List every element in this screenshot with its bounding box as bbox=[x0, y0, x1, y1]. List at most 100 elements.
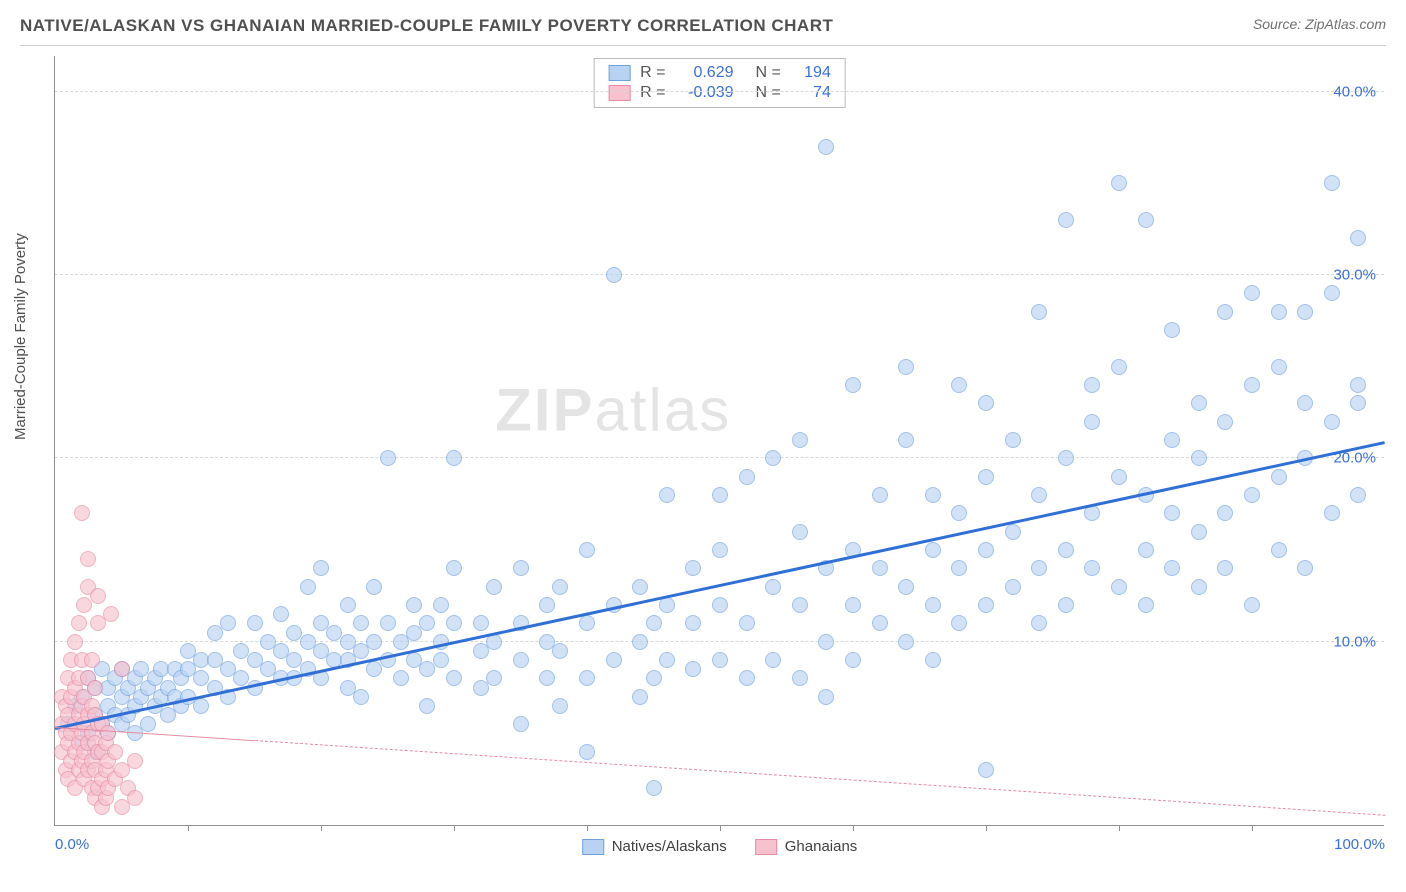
chart-container: NATIVE/ALASKAN VS GHANAIAN MARRIED-COUPL… bbox=[0, 0, 1406, 892]
data-point-natives bbox=[1138, 212, 1154, 228]
data-point-natives bbox=[579, 615, 595, 631]
data-point-ghanaians bbox=[107, 744, 123, 760]
data-point-natives bbox=[433, 597, 449, 613]
data-point-natives bbox=[552, 579, 568, 595]
data-point-natives bbox=[579, 744, 595, 760]
n-label: N = bbox=[756, 84, 781, 102]
data-point-natives bbox=[872, 487, 888, 503]
data-point-natives bbox=[1058, 597, 1074, 613]
data-point-natives bbox=[898, 359, 914, 375]
data-point-natives bbox=[792, 432, 808, 448]
data-point-natives bbox=[898, 579, 914, 595]
source-label: Source: ZipAtlas.com bbox=[1253, 16, 1386, 32]
data-point-natives bbox=[353, 689, 369, 705]
r-label: R = bbox=[640, 84, 665, 102]
x-tick bbox=[720, 825, 721, 831]
data-point-natives bbox=[1350, 230, 1366, 246]
data-point-natives bbox=[579, 670, 595, 686]
x-tick bbox=[853, 825, 854, 831]
data-point-natives bbox=[1244, 377, 1260, 393]
data-point-natives bbox=[486, 579, 502, 595]
data-point-natives bbox=[1005, 432, 1021, 448]
series-label: Natives/Alaskans bbox=[612, 838, 727, 855]
series-legend: Natives/Alaskans Ghanaians bbox=[582, 838, 858, 855]
data-point-natives bbox=[247, 615, 263, 631]
data-point-natives bbox=[978, 762, 994, 778]
data-point-natives bbox=[366, 579, 382, 595]
data-point-natives bbox=[1350, 377, 1366, 393]
data-point-natives bbox=[646, 780, 662, 796]
data-point-natives bbox=[765, 579, 781, 595]
data-point-natives bbox=[646, 670, 662, 686]
x-tick bbox=[986, 825, 987, 831]
data-point-natives bbox=[393, 670, 409, 686]
y-tick-label: 10.0% bbox=[1333, 633, 1376, 650]
y-axis-label: Married-Couple Family Poverty bbox=[12, 233, 29, 440]
data-point-natives bbox=[366, 634, 382, 650]
data-point-natives bbox=[486, 670, 502, 686]
data-point-natives bbox=[1297, 560, 1313, 576]
data-point-natives bbox=[539, 670, 555, 686]
data-point-natives bbox=[646, 615, 662, 631]
legend-swatch bbox=[582, 839, 604, 855]
data-point-natives bbox=[659, 487, 675, 503]
data-point-natives bbox=[313, 560, 329, 576]
series-label: Ghanaians bbox=[785, 838, 858, 855]
data-point-natives bbox=[446, 615, 462, 631]
data-point-natives bbox=[419, 698, 435, 714]
data-point-natives bbox=[1244, 487, 1260, 503]
data-point-natives bbox=[712, 487, 728, 503]
n-value: 74 bbox=[791, 84, 831, 102]
data-point-natives bbox=[1031, 304, 1047, 320]
data-point-natives bbox=[925, 597, 941, 613]
plot-area: ZIPatlas R =0.629N =194R =-0.039N =74 Na… bbox=[54, 56, 1384, 826]
data-point-natives bbox=[1191, 524, 1207, 540]
legend-swatch bbox=[755, 839, 777, 855]
data-point-natives bbox=[606, 267, 622, 283]
data-point-natives bbox=[539, 597, 555, 613]
data-point-natives bbox=[1031, 560, 1047, 576]
data-point-ghanaians bbox=[74, 505, 90, 521]
data-point-natives bbox=[446, 450, 462, 466]
data-point-natives bbox=[898, 432, 914, 448]
data-point-natives bbox=[632, 634, 648, 650]
data-point-natives bbox=[513, 560, 529, 576]
data-point-natives bbox=[632, 689, 648, 705]
y-tick-label: 30.0% bbox=[1333, 267, 1376, 284]
n-value: 194 bbox=[791, 64, 831, 82]
data-point-natives bbox=[433, 652, 449, 668]
data-point-natives bbox=[1244, 597, 1260, 613]
data-point-natives bbox=[1084, 377, 1100, 393]
data-point-natives bbox=[1217, 414, 1233, 430]
data-point-natives bbox=[473, 615, 489, 631]
data-point-ghanaians bbox=[84, 652, 100, 668]
data-point-natives bbox=[1058, 212, 1074, 228]
stats-legend: R =0.629N =194R =-0.039N =74 bbox=[593, 58, 846, 108]
data-point-natives bbox=[845, 652, 861, 668]
data-point-natives bbox=[1324, 414, 1340, 430]
x-tick-label: 0.0% bbox=[55, 836, 89, 853]
data-point-ghanaians bbox=[127, 753, 143, 769]
data-point-natives bbox=[792, 670, 808, 686]
data-point-natives bbox=[1191, 395, 1207, 411]
data-point-natives bbox=[712, 652, 728, 668]
data-point-natives bbox=[1164, 560, 1180, 576]
data-point-natives bbox=[1031, 487, 1047, 503]
data-point-ghanaians bbox=[87, 680, 103, 696]
r-value: -0.039 bbox=[676, 84, 734, 102]
data-point-natives bbox=[380, 450, 396, 466]
x-tick bbox=[454, 825, 455, 831]
data-point-natives bbox=[140, 716, 156, 732]
data-point-natives bbox=[1244, 285, 1260, 301]
n-label: N = bbox=[756, 64, 781, 82]
data-point-ghanaians bbox=[71, 615, 87, 631]
trend-line bbox=[254, 740, 1385, 816]
data-point-natives bbox=[898, 634, 914, 650]
legend-swatch bbox=[608, 85, 630, 101]
data-point-natives bbox=[1324, 505, 1340, 521]
data-point-natives bbox=[978, 469, 994, 485]
data-point-ghanaians bbox=[67, 634, 83, 650]
data-point-natives bbox=[1058, 542, 1074, 558]
data-point-natives bbox=[1084, 560, 1100, 576]
y-tick-label: 40.0% bbox=[1333, 83, 1376, 100]
